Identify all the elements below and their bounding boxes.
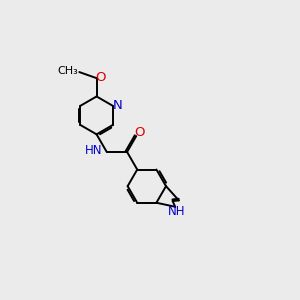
Text: HN: HN: [85, 144, 103, 157]
Text: CH₃: CH₃: [57, 66, 78, 76]
Text: O: O: [134, 126, 145, 139]
Text: O: O: [95, 70, 106, 83]
Text: N: N: [112, 99, 122, 112]
Text: NH: NH: [168, 205, 185, 218]
